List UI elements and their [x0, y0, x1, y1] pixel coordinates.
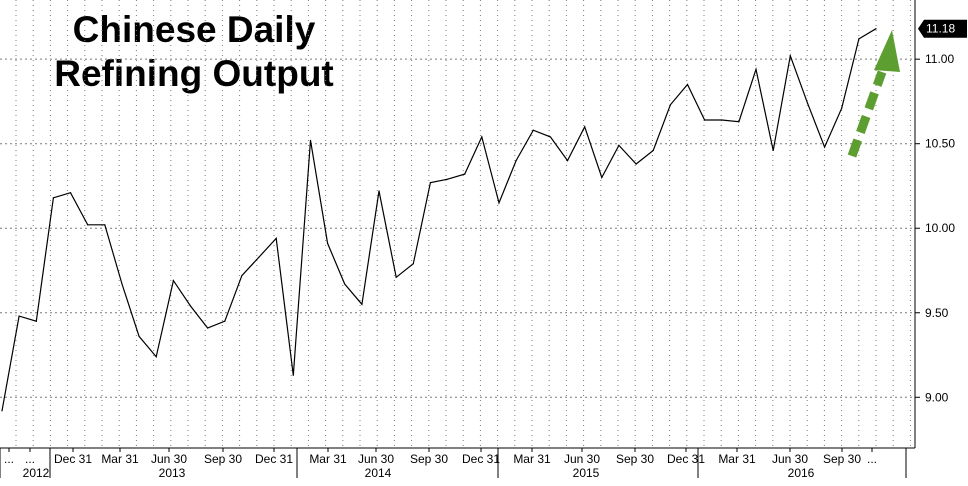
data-point	[823, 146, 826, 148]
x-tick-label: Sep 30	[410, 452, 448, 466]
x-tick-label: Mar 31	[309, 452, 347, 466]
chart-title: Chinese Daily Refining Output	[14, 8, 374, 96]
data-point	[704, 119, 706, 121]
x-year-label: 2015	[573, 466, 600, 480]
data-point	[652, 149, 654, 152]
data-point	[618, 144, 620, 146]
data-point	[755, 68, 757, 70]
data-point	[481, 136, 483, 138]
data-point	[686, 83, 689, 86]
data-point	[241, 274, 243, 277]
data-point	[841, 107, 843, 109]
data-point	[155, 356, 157, 358]
data-point	[515, 160, 517, 162]
data-point	[635, 163, 637, 165]
data-point	[412, 263, 414, 265]
x-tick-label: Mar 31	[101, 452, 139, 466]
x-tick-label: Dec 31	[54, 452, 92, 466]
data-point	[789, 55, 791, 57]
y-tick-label: 9.50	[925, 306, 949, 320]
x-year-label: 2016	[788, 466, 815, 480]
x-tick-label: Sep 30	[616, 452, 654, 466]
data-point	[772, 149, 774, 152]
data-point	[35, 320, 37, 322]
x-tick-label: ...	[867, 452, 877, 466]
series-line	[1, 28, 877, 411]
title-line-1: Chinese Daily	[72, 9, 316, 50]
data-point	[18, 315, 20, 317]
data-point	[121, 283, 123, 285]
y-tick-label: 11.00	[925, 52, 954, 66]
x-tick-label: Jun 30	[772, 452, 808, 466]
y-tick-label: 10.00	[925, 221, 955, 235]
data-point	[566, 160, 569, 162]
data-point	[395, 276, 397, 278]
y-tick-label: 10.50	[925, 137, 955, 151]
data-point	[584, 126, 586, 128]
x-tick-label: Dec 31	[462, 452, 500, 466]
data-point	[172, 280, 174, 282]
x-tick-label: Mar 31	[718, 452, 756, 466]
data-point	[292, 374, 294, 376]
data-point	[378, 190, 380, 192]
data-point	[69, 192, 72, 194]
x-year-label: 2014	[365, 466, 392, 480]
x-tick-label: Jun 30	[358, 452, 394, 466]
data-point	[138, 335, 140, 338]
x-tick-label: ...	[4, 452, 14, 466]
data-point	[361, 303, 363, 305]
data-point	[207, 327, 209, 329]
last-value-badge	[918, 19, 967, 38]
x-tick-label: Dec 31	[667, 452, 705, 466]
data-point	[669, 104, 671, 106]
data-point	[875, 28, 877, 30]
x-tick-label: ...	[25, 452, 35, 466]
x-tick-label: Mar 31	[513, 452, 551, 466]
data-point	[87, 224, 89, 226]
data-point	[532, 129, 534, 131]
x-year-label: 2013	[159, 466, 186, 480]
y-tick-label: 9.00	[925, 390, 949, 404]
data-point	[224, 320, 226, 322]
data-point	[446, 178, 449, 180]
data-point	[498, 202, 500, 204]
x-tick-label: Sep 30	[823, 452, 861, 466]
data-point	[344, 283, 346, 285]
data-point	[104, 224, 106, 226]
annotation-arrow-head	[874, 30, 900, 72]
x-tick-label: Jun 30	[564, 452, 600, 466]
data-point	[258, 256, 260, 258]
data-point	[275, 237, 277, 239]
data-point	[721, 119, 723, 121]
data-point	[601, 176, 603, 179]
data-point	[549, 136, 551, 138]
data-point	[52, 197, 55, 199]
x-year-label: 2012	[23, 466, 50, 480]
data-point	[189, 305, 192, 307]
data-point	[1, 410, 3, 412]
x-tick-label: Dec 31	[255, 452, 293, 466]
data-point	[309, 139, 312, 141]
data-point	[429, 181, 432, 184]
x-tick-label: Jun 30	[151, 452, 187, 466]
data-point	[327, 242, 329, 245]
data-point	[806, 102, 809, 104]
data-point	[738, 121, 740, 123]
annotation-arrow-shaft	[847, 70, 887, 158]
data-point	[858, 38, 860, 40]
last-value-label: 11.18	[926, 22, 955, 36]
title-line-2: Refining Output	[54, 53, 334, 94]
data-point	[464, 173, 466, 175]
x-tick-label: Sep 30	[204, 452, 242, 466]
